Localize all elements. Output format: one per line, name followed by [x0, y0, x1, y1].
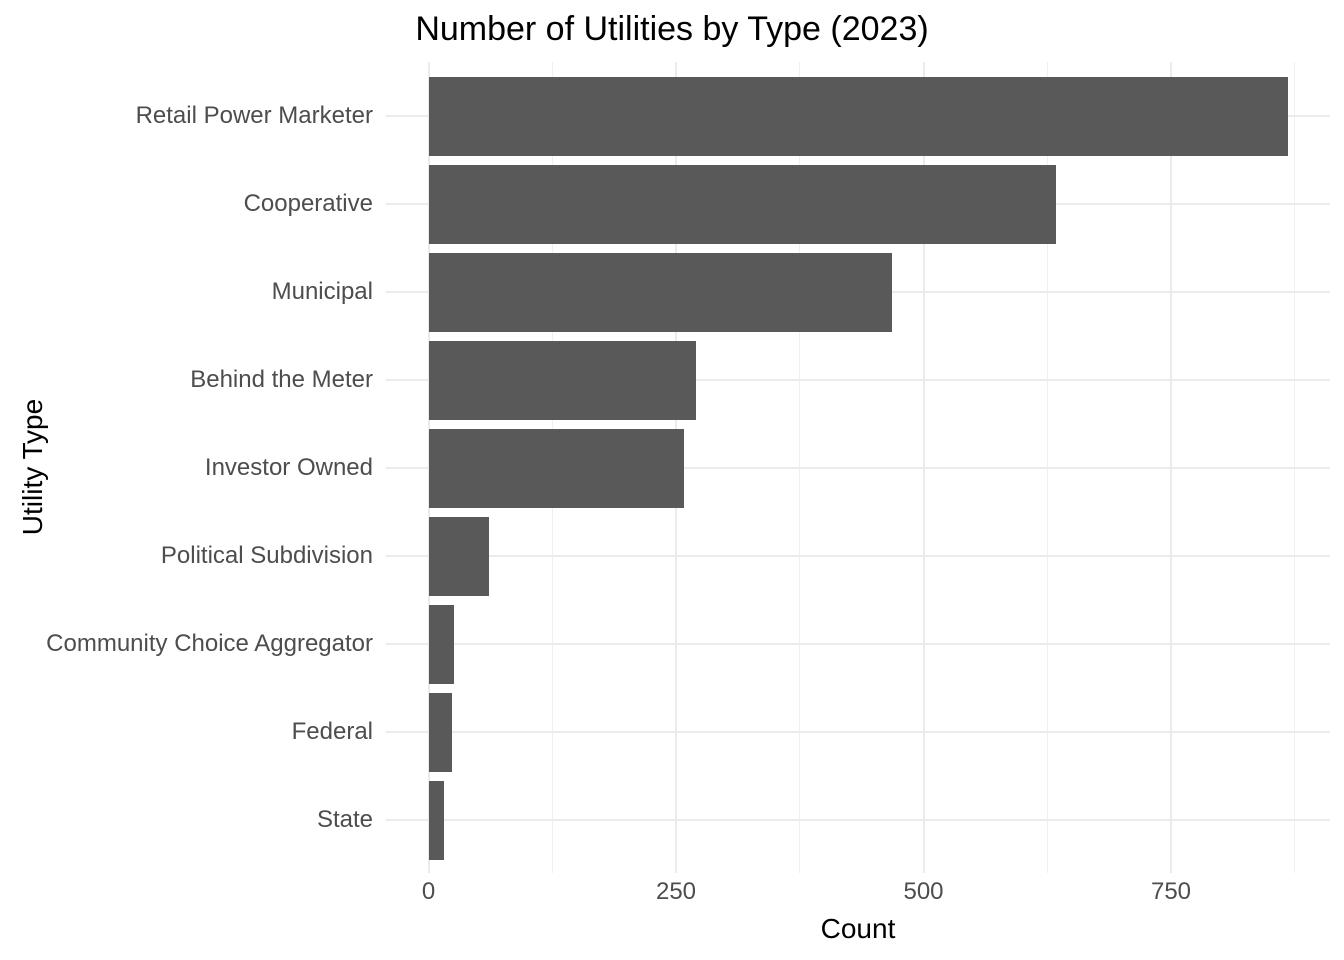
x-tick-label: 0 — [421, 878, 436, 905]
plot-panel — [386, 62, 1330, 873]
y-tick-label: Cooperative — [243, 190, 373, 217]
bar-municipal — [428, 252, 892, 332]
y-tick-label: Federal — [291, 718, 373, 745]
chart-title: Number of Utilities by Type (2023) — [415, 10, 929, 48]
y-axis-title: Utility Type — [17, 398, 48, 536]
h-gridline — [386, 467, 1330, 469]
bar-cooperative — [428, 164, 1057, 244]
x-tick-label: 750 — [1150, 878, 1192, 905]
bar-state — [428, 780, 445, 860]
bar-political-subdivision — [428, 516, 489, 596]
x-tick-label: 250 — [655, 878, 697, 905]
bar-retail-power-marketer — [428, 76, 1288, 156]
x-tick-label: 500 — [903, 878, 944, 905]
y-tick-label: Retail Power Marketer — [135, 102, 373, 129]
bar-behind-the-meter — [428, 340, 696, 420]
h-gridline — [386, 379, 1330, 381]
x-axis-title: Count — [820, 913, 896, 944]
y-tick-label: Behind the Meter — [190, 366, 373, 393]
h-gridline — [386, 643, 1330, 645]
y-tick-label: Municipal — [271, 278, 373, 305]
bar-federal — [428, 692, 453, 772]
y-tick-label: Community Choice Aggregator — [46, 630, 373, 657]
y-tick-label: State — [316, 806, 373, 833]
bar-community-choice-aggregator — [428, 604, 455, 684]
h-gridline — [386, 731, 1330, 733]
y-tick-label: Investor Owned — [204, 454, 373, 481]
bar-investor-owned — [428, 428, 684, 508]
y-tick-label: Political Subdivision — [160, 542, 373, 569]
h-gridline — [386, 819, 1330, 821]
h-gridline — [386, 555, 1330, 557]
